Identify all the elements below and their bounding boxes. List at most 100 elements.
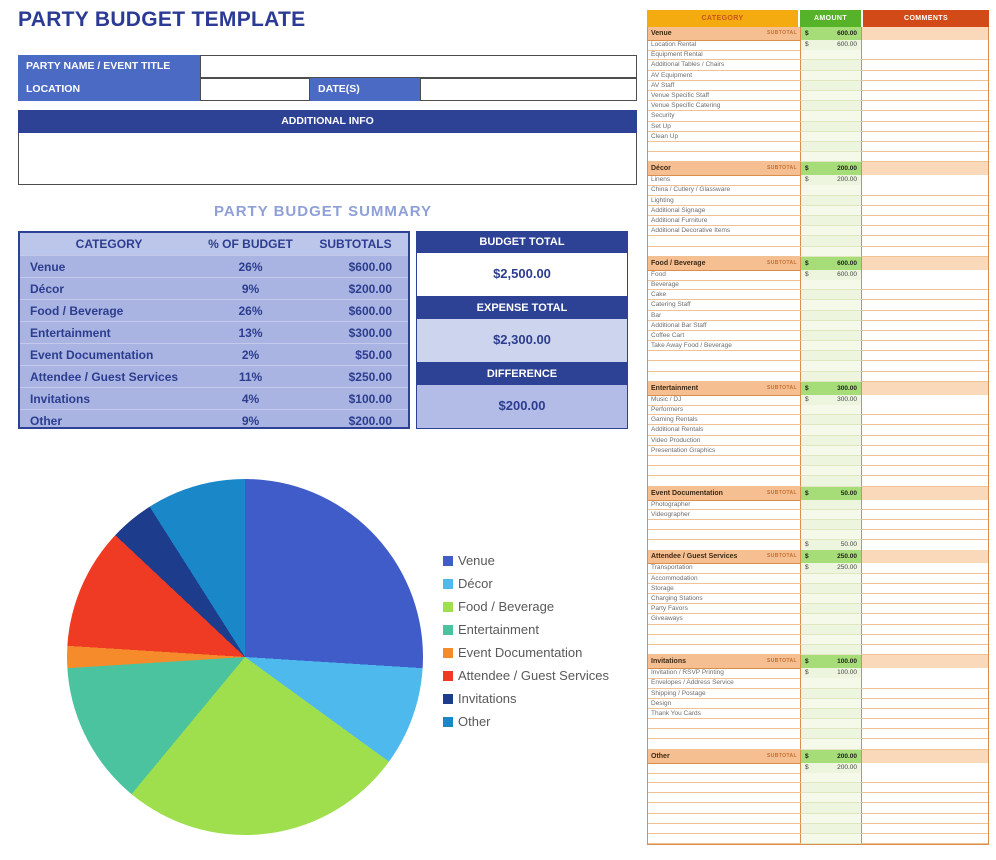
sheet-item-comment-cell[interactable] — [862, 371, 988, 382]
sheet-item-comment-cell[interactable] — [862, 425, 988, 436]
sheet-item-label-cell[interactable]: Presentation Graphics — [648, 446, 800, 456]
sheet-item-comment-cell[interactable] — [862, 823, 988, 834]
sheet-item-comment-cell[interactable] — [862, 455, 988, 467]
sheet-item-comment-cell[interactable] — [862, 719, 988, 730]
sheet-item-comment-cell[interactable] — [862, 783, 988, 794]
sheet-item-label-cell[interactable]: Accommodation — [648, 574, 800, 584]
sheet-item-comment-cell[interactable] — [862, 435, 988, 446]
sheet-item-label-cell[interactable]: Video Production — [648, 436, 800, 446]
sheet-item-label-cell[interactable] — [648, 351, 800, 362]
sheet-item-amount-cell[interactable] — [800, 634, 862, 645]
sheet-item-amount-cell[interactable] — [800, 90, 862, 102]
sheet-item-amount-cell[interactable] — [800, 205, 862, 216]
sheet-item-amount-cell[interactable] — [800, 698, 862, 709]
sheet-item-label-cell[interactable]: Videographer — [648, 510, 800, 520]
sheet-item-comment-cell[interactable] — [862, 688, 988, 699]
sheet-item-label-cell[interactable]: Additional Tables / Chairs — [648, 60, 800, 71]
sheet-item-comment-cell[interactable] — [862, 415, 988, 426]
sheet-item-amount-cell[interactable] — [800, 236, 862, 247]
sheet-item-amount-cell[interactable] — [800, 519, 862, 531]
sheet-item-amount-cell[interactable] — [800, 425, 862, 436]
sheet-item-comment-cell[interactable] — [862, 226, 988, 237]
sheet-item-label-cell[interactable]: Design — [648, 699, 800, 709]
sheet-section-comment-cell[interactable] — [862, 655, 988, 670]
sheet-item-comment-cell[interactable] — [862, 279, 988, 291]
sheet-item-amount-cell[interactable] — [800, 152, 862, 163]
sheet-item-label-cell[interactable]: Party Favors — [648, 604, 800, 615]
sheet-item-amount-cell[interactable] — [800, 729, 862, 740]
sheet-item-amount-cell[interactable] — [800, 719, 862, 730]
sheet-item-label-cell[interactable]: Photographer — [648, 500, 800, 510]
sheet-item-amount-cell[interactable] — [800, 455, 862, 467]
sheet-item-comment-cell[interactable] — [862, 813, 988, 824]
sheet-item-amount-cell[interactable] — [800, 614, 862, 625]
sheet-item-label-cell[interactable] — [648, 236, 800, 247]
sheet-item-amount-cell[interactable] — [800, 833, 862, 845]
sheet-item-comment-cell[interactable] — [862, 60, 988, 71]
sheet-item-amount-cell[interactable] — [800, 246, 862, 257]
sheet-item-amount-cell[interactable] — [800, 405, 862, 416]
sheet-item-comment-cell[interactable] — [862, 445, 988, 456]
dates-input[interactable] — [420, 78, 637, 101]
sheet-item-label-cell[interactable]: AV Staff — [648, 81, 800, 91]
sheet-item-label-cell[interactable]: Transportation — [648, 563, 800, 575]
sheet-item-amount-cell[interactable] — [800, 111, 862, 122]
sheet-item-label-cell[interactable]: Linens — [648, 175, 800, 187]
sheet-item-label-cell[interactable] — [648, 783, 800, 794]
sheet-item-label-cell[interactable] — [648, 773, 800, 783]
sheet-item-label-cell[interactable]: Lighting — [648, 196, 800, 206]
sheet-item-amount-cell[interactable] — [800, 435, 862, 446]
sheet-item-label-cell[interactable]: Additional Decorative Items — [648, 226, 800, 237]
sheet-item-comment-cell[interactable] — [862, 121, 988, 132]
sheet-item-comment-cell[interactable] — [862, 236, 988, 247]
sheet-item-comment-cell[interactable] — [862, 729, 988, 740]
sheet-item-label-cell[interactable]: Performers — [648, 405, 800, 416]
sheet-item-comment-cell[interactable] — [862, 466, 988, 477]
sheet-item-label-cell[interactable]: Beverage — [648, 280, 800, 291]
sheet-item-amount-cell[interactable] — [800, 678, 862, 689]
sheet-item-comment-cell[interactable] — [862, 678, 988, 689]
sheet-item-amount-cell[interactable] — [800, 121, 862, 132]
sheet-item-label-cell[interactable] — [648, 803, 800, 814]
sheet-item-amount-cell[interactable] — [800, 60, 862, 71]
sheet-item-amount-cell[interactable] — [800, 216, 862, 227]
sheet-item-label-cell[interactable] — [648, 719, 800, 730]
sheet-item-comment-cell[interactable] — [862, 604, 988, 615]
sheet-item-amount-cell[interactable] — [800, 300, 862, 311]
sheet-item-label-cell[interactable]: Additional Rentals — [648, 425, 800, 436]
sheet-item-amount-cell[interactable] — [800, 688, 862, 699]
sheet-item-label-cell[interactable] — [648, 763, 800, 774]
sheet-item-label-cell[interactable]: Additional Bar Staff — [648, 321, 800, 331]
sheet-item-amount-cell[interactable] — [800, 813, 862, 824]
sheet-section-comment-cell[interactable] — [862, 486, 988, 501]
sheet-item-label-cell[interactable]: Equipment Rental — [648, 50, 800, 61]
sheet-item-comment-cell[interactable] — [862, 300, 988, 311]
sheet-item-label-cell[interactable]: Storage — [648, 584, 800, 594]
sheet-item-amount-cell[interactable] — [800, 499, 862, 510]
sheet-item-comment-cell[interactable] — [862, 320, 988, 331]
sheet-item-label-cell[interactable] — [648, 635, 800, 645]
sheet-item-comment-cell[interactable] — [862, 351, 988, 362]
sheet-item-comment-cell[interactable] — [862, 772, 988, 783]
sheet-item-label-cell[interactable] — [648, 645, 800, 656]
sheet-item-amount-cell[interactable] — [800, 803, 862, 814]
sheet-item-comment-cell[interactable] — [862, 624, 988, 635]
sheet-item-label-cell[interactable]: Venue Specific Catering — [648, 101, 800, 112]
sheet-item-amount-cell[interactable] — [800, 783, 862, 794]
sheet-item-comment-cell[interactable] — [862, 614, 988, 625]
sheet-item-comment-cell[interactable] — [862, 80, 988, 91]
sheet-item-label-cell[interactable]: Clean Up — [648, 132, 800, 142]
sheet-item-amount-cell[interactable] — [800, 476, 862, 487]
sheet-item-label-cell[interactable] — [648, 372, 800, 382]
sheet-item-label-cell[interactable]: Invitation / RSVP Printing — [648, 668, 800, 680]
sheet-item-label-cell[interactable]: AV Equipment — [648, 71, 800, 81]
sheet-item-comment-cell[interactable] — [862, 330, 988, 342]
sheet-item-amount-cell[interactable] — [800, 101, 862, 112]
sheet-item-comment-cell[interactable] — [862, 530, 988, 541]
sheet-item-amount-cell[interactable] — [800, 624, 862, 635]
sheet-item-label-cell[interactable] — [648, 739, 800, 750]
sheet-item-comment-cell[interactable] — [862, 185, 988, 196]
sheet-item-label-cell[interactable] — [648, 793, 800, 804]
sheet-item-label-cell[interactable] — [648, 625, 800, 635]
sheet-item-amount-cell[interactable] — [800, 50, 862, 61]
